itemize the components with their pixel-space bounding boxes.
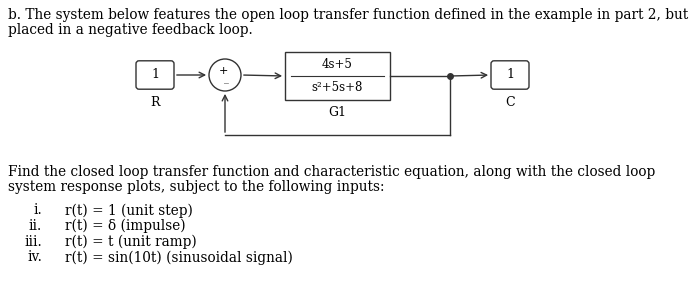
FancyBboxPatch shape bbox=[136, 61, 174, 89]
Text: system response plots, subject to the following inputs:: system response plots, subject to the fo… bbox=[8, 180, 384, 194]
Text: iv.: iv. bbox=[27, 251, 42, 264]
Text: _: _ bbox=[223, 76, 228, 84]
Circle shape bbox=[209, 59, 241, 91]
Text: iii.: iii. bbox=[25, 235, 42, 249]
Text: 1: 1 bbox=[506, 69, 514, 81]
Text: +: + bbox=[218, 66, 228, 76]
Text: placed in a negative feedback loop.: placed in a negative feedback loop. bbox=[8, 23, 253, 37]
Text: ii.: ii. bbox=[29, 219, 42, 233]
Text: r(t) = δ (impulse): r(t) = δ (impulse) bbox=[65, 219, 186, 234]
Text: r(t) = sin(10t) (sinusoidal signal): r(t) = sin(10t) (sinusoidal signal) bbox=[65, 251, 293, 265]
Text: 1: 1 bbox=[151, 69, 159, 81]
Text: R: R bbox=[150, 96, 160, 109]
Text: s²+5s+8: s²+5s+8 bbox=[312, 81, 363, 94]
Text: r(t) = 1 (unit step): r(t) = 1 (unit step) bbox=[65, 203, 193, 218]
Text: i.: i. bbox=[34, 203, 42, 217]
Text: C: C bbox=[505, 96, 514, 109]
Text: G1: G1 bbox=[328, 106, 346, 119]
Text: r(t) = t (unit ramp): r(t) = t (unit ramp) bbox=[65, 235, 197, 249]
Text: b. The system below features the open loop transfer function defined in the exam: b. The system below features the open lo… bbox=[8, 8, 688, 22]
Text: Find the closed loop transfer function and characteristic equation, along with t: Find the closed loop transfer function a… bbox=[8, 165, 655, 179]
FancyBboxPatch shape bbox=[491, 61, 529, 89]
FancyBboxPatch shape bbox=[285, 52, 390, 100]
Text: 4s+5: 4s+5 bbox=[322, 58, 353, 71]
